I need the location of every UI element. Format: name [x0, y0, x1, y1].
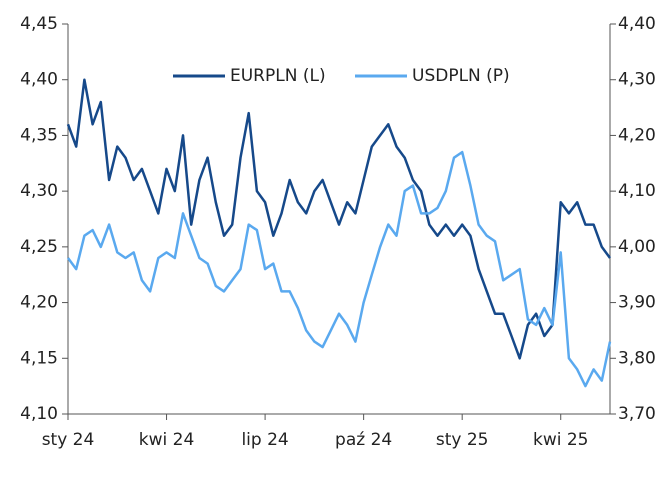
y2-tick-label: 4,30	[618, 70, 656, 90]
y-tick-label: 4,35	[20, 125, 58, 145]
y2-tick-label: 3,80	[618, 348, 656, 368]
y2-tick-label: 4,10	[618, 181, 656, 201]
y-tick-label: 4,45	[20, 14, 58, 34]
y2-tick-label: 3,90	[618, 293, 656, 313]
y-tick-label: 4,40	[20, 70, 58, 90]
x-tick-label: kwi 25	[533, 430, 589, 450]
x-tick-label: lip 24	[241, 430, 288, 450]
legend-label: USDPLN (P)	[412, 66, 510, 86]
x-tick-label: sty 24	[42, 430, 95, 450]
legend-label: EURPLN (L)	[230, 66, 326, 86]
y2-tick-label: 4,20	[618, 125, 656, 145]
y2-tick-label: 4,00	[618, 237, 656, 257]
y-tick-label: 4,15	[20, 348, 58, 368]
y-tick-label: 4,30	[20, 181, 58, 201]
x-tick-label: sty 25	[436, 430, 489, 450]
y2-tick-label: 3,70	[618, 404, 656, 424]
y2-tick-label: 4,40	[618, 14, 656, 34]
y-tick-label: 4,20	[20, 293, 58, 313]
x-tick-label: kwi 24	[139, 430, 195, 450]
series-line	[66, 78, 612, 360]
y-tick-label: 4,10	[20, 404, 58, 424]
y-tick-label: 4,25	[20, 237, 58, 257]
series-line	[66, 150, 612, 388]
x-tick-label: paź 24	[335, 430, 392, 450]
